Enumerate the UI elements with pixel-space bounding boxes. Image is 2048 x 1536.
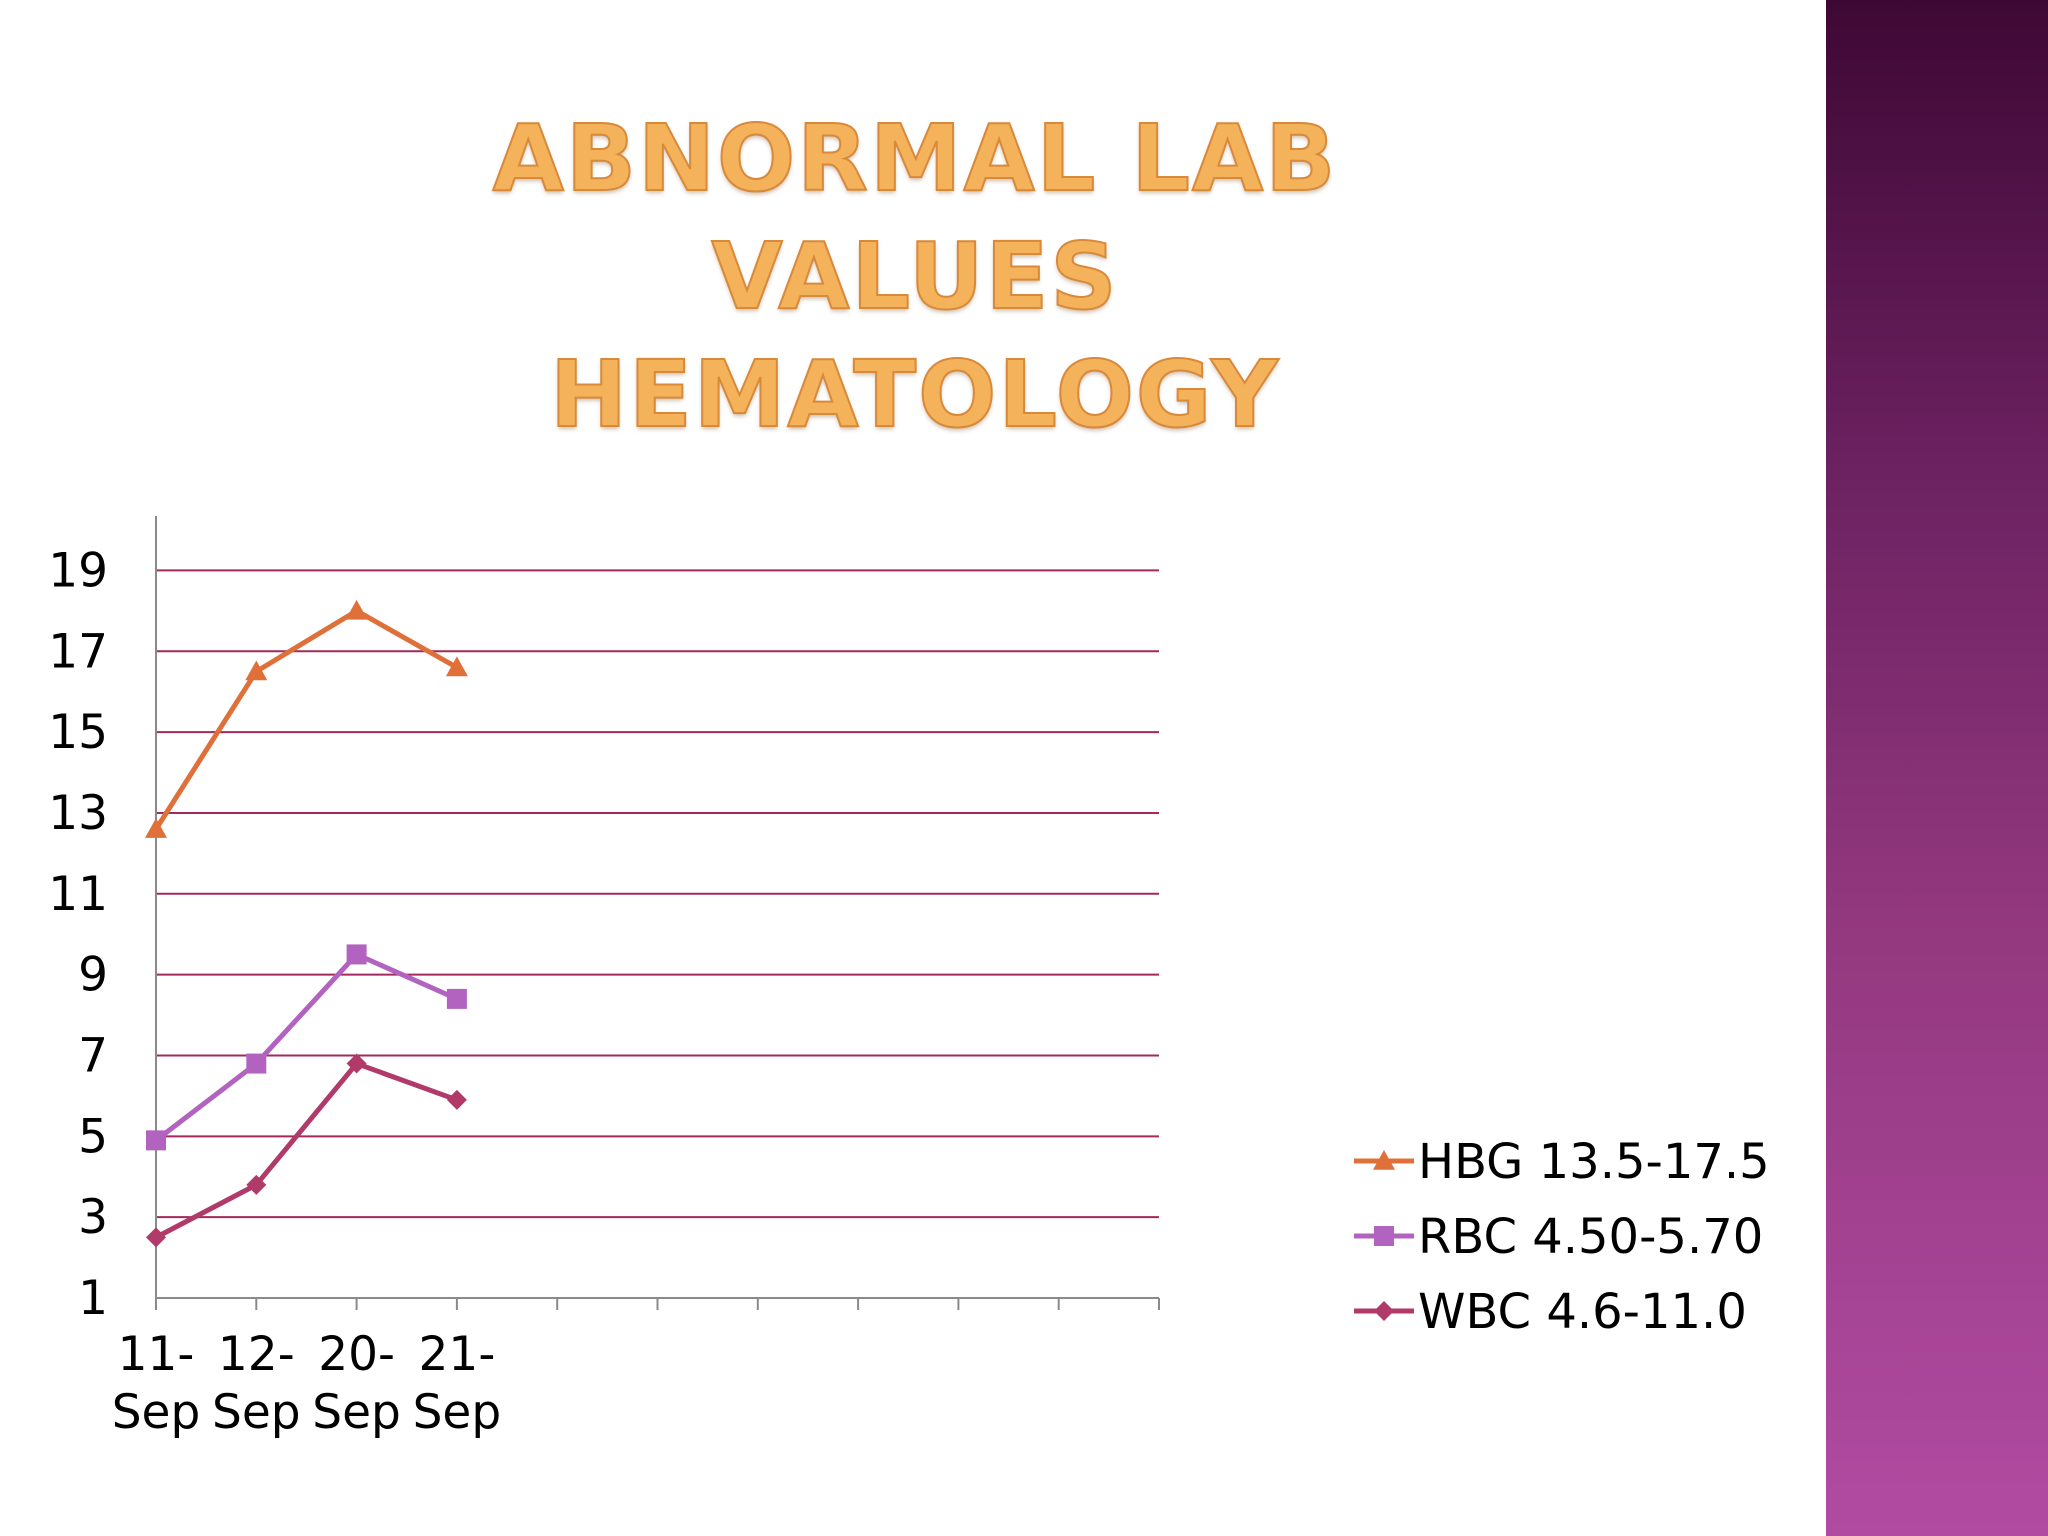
x-tick-label-part: 12- (218, 1327, 295, 1382)
x-tick-label-12-Sep: 12-Sep (212, 1327, 301, 1440)
data-point-hbg-21-Sep (445, 656, 468, 677)
y-tick-label-7: 7 (78, 1028, 108, 1083)
x-tick-label-part: Sep (212, 1385, 301, 1440)
data-point-hbg-12-Sep (245, 660, 268, 681)
series-line-rbc (154, 951, 458, 1143)
x-tick-label-part: 11- (118, 1327, 195, 1382)
x-tick-label-20-Sep: 20-Sep (312, 1327, 401, 1440)
y-tick-label-19: 19 (48, 543, 108, 598)
data-point-wbc-11-Sep (146, 1227, 166, 1248)
y-tick-label-3: 3 (78, 1190, 108, 1245)
x-tick-label-part: 20- (318, 1327, 395, 1382)
x-tick-label-part: Sep (413, 1385, 502, 1440)
data-point-hbg-20-Sep (345, 599, 368, 620)
y-tick-label-5: 5 (78, 1109, 108, 1164)
y-tick-label-15: 15 (48, 705, 108, 760)
series-layer (145, 599, 468, 1248)
series-line-hbg (153, 608, 459, 831)
x-tick-label-part: Sep (312, 1385, 401, 1440)
title-line-2: Hematology (549, 340, 1281, 449)
y-tick-label-11: 11 (48, 867, 108, 922)
x-tick-label-part: Sep (112, 1385, 201, 1440)
x-tick-label-21-Sep: 21-Sep (413, 1327, 502, 1440)
data-point-rbc-12-Sep (246, 1053, 267, 1074)
series-line-wbc (154, 1061, 458, 1240)
data-point-hbg-11-Sep (145, 818, 167, 838)
legend-marker-hbg (1373, 1150, 1395, 1170)
legend-label-wbc: WBC 4.6-11.0 (1418, 1284, 1747, 1340)
legend-marker-rbc (1374, 1226, 1394, 1246)
data-point-rbc-21-Sep (446, 988, 467, 1009)
y-tick-label-1: 1 (78, 1271, 108, 1326)
data-point-rbc-20-Sep (346, 944, 367, 965)
accent-side-band (1826, 0, 2048, 1536)
y-tick-label-9: 9 (78, 948, 108, 1003)
title-line-1: Abnormal Lab Values (492, 104, 1338, 331)
gridlines (156, 569, 1159, 1219)
x-tick-label-part: 21- (419, 1327, 496, 1382)
legend: HBG 13.5-17.5 RBC 4.50-5.70 WBC 4.6-11.0 (1354, 1134, 1770, 1340)
slide-title: Abnormal Lab Values Hematology (300, 100, 1530, 454)
legend-label-rbc: RBC 4.50-5.70 (1418, 1209, 1763, 1265)
data-point-wbc-20-Sep (346, 1053, 367, 1074)
y-tick-label-13: 13 (48, 786, 108, 841)
data-point-wbc-12-Sep (246, 1174, 267, 1195)
x-tick-label-11-Sep: 11-Sep (112, 1327, 201, 1440)
legend-marker-wbc (1374, 1301, 1394, 1321)
data-point-wbc-21-Sep (446, 1089, 467, 1110)
legend-label-hbg: HBG 13.5-17.5 (1418, 1134, 1770, 1190)
y-tick-label-17: 17 (48, 624, 108, 679)
data-point-rbc-11-Sep (146, 1130, 166, 1151)
